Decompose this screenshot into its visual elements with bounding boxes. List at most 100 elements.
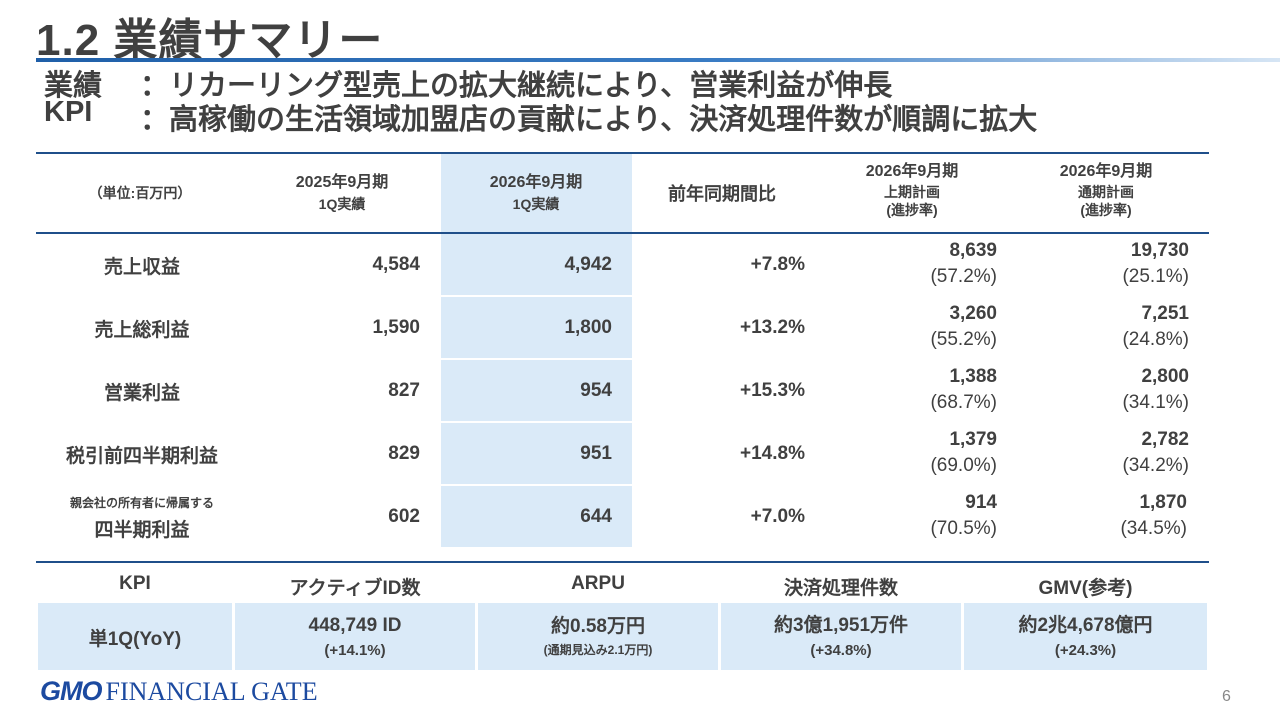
kpi-row-label: 単1Q(YoY) <box>88 629 182 650</box>
cell-h1-plan: 8,639 (57.2%) <box>860 238 997 290</box>
header-full-plan: 2026年9月期 通期計画 (進捗率) <box>1016 162 1196 219</box>
kpi-cell-active-ids: 448,749 ID (+14.1%) <box>235 613 475 663</box>
row-separator <box>441 484 632 486</box>
current-period-highlight <box>441 153 632 547</box>
page-title: 1.2 業績サマリー <box>36 16 384 65</box>
cell-fy2026: 644 <box>580 506 612 527</box>
header-fy2025: 2025年9月期 1Q実績 <box>252 171 432 214</box>
h1-plan-value: 8,639 <box>949 240 997 261</box>
kpi-cell-gmv: 約2兆4,678億円 (+24.3%) <box>964 613 1207 663</box>
h1-plan-progress: (55.2%) <box>930 329 997 350</box>
cell-yoy: +7.0% <box>750 506 805 527</box>
full-plan-progress: (25.1%) <box>1122 266 1189 287</box>
unit-label: （単位:百万円） <box>88 185 192 201</box>
full-plan-value: 1,870 <box>1139 492 1187 513</box>
subtitle-key-results: 業績 <box>44 70 103 102</box>
kpi-active-ids-value: 448,749 ID <box>308 615 402 636</box>
cell-fy2025: 602 <box>388 506 420 527</box>
subtitle-line-1: 業績 ：リカーリング型売上の拡大継続により、営業利益が伸長 <box>44 62 892 104</box>
cell-yoy: +14.8% <box>740 443 805 464</box>
cell-yoy: +7.8% <box>750 254 805 275</box>
cell-full-plan: 7,251 (24.8%) <box>1050 301 1189 353</box>
kpi-header-gmv: GMV(参考) <box>1038 578 1133 599</box>
kpi-cell-transactions: 約3億1,951万件 (+34.8%) <box>721 613 961 663</box>
full-plan-progress: (34.2%) <box>1122 455 1189 476</box>
header-h1-plan-progress: (進捗率) <box>886 201 938 218</box>
header-fy2026-type: 1Q実績 <box>512 196 560 213</box>
kpi-gmv-value: 約2兆4,678億円 <box>1018 615 1153 636</box>
row-label-operating-profit: 営業利益 <box>103 383 180 404</box>
row-separator <box>441 358 632 360</box>
kpi-transactions-value: 約3億1,951万件 <box>773 615 909 636</box>
cell-h1-plan: 1,388 (68.7%) <box>860 364 997 416</box>
logo-financial-gate: FINANCIAL GATE <box>105 677 318 706</box>
cell-yoy: +15.3% <box>740 380 805 401</box>
cell-h1-plan: 914 (70.5%) <box>860 490 997 542</box>
cell-h1-plan: 3,260 (55.2%) <box>860 301 997 353</box>
h1-plan-progress: (68.7%) <box>930 392 997 413</box>
header-h1-plan: 2026年9月期 上期計画 (進捗率) <box>822 162 1002 219</box>
table-bottom-rule <box>36 561 1209 563</box>
full-plan-progress: (24.8%) <box>1122 329 1189 350</box>
full-plan-progress: (34.1%) <box>1122 392 1189 413</box>
logo-gmo: GMO <box>40 676 102 706</box>
kpi-header-transactions: 決済処理件数 <box>783 578 898 599</box>
header-yoy: 前年同期間比 <box>668 184 776 204</box>
cell-fy2025: 1,590 <box>372 317 420 338</box>
kpi-transactions-yoy: (+34.8%) <box>810 642 872 659</box>
kpi-active-ids-yoy: (+14.1%) <box>324 642 386 659</box>
header-fy2025-type: 1Q実績 <box>318 196 366 213</box>
cell-fy2026: 951 <box>580 443 612 464</box>
company-logo: GMO FINANCIAL GATE <box>40 676 318 707</box>
page-number: 6 <box>1222 688 1231 705</box>
cell-full-plan: 2,782 (34.2%) <box>1050 427 1189 479</box>
cell-fy2025: 4,584 <box>372 254 420 275</box>
h1-plan-value: 914 <box>965 492 997 513</box>
title-underline <box>36 58 1280 62</box>
h1-plan-value: 1,388 <box>949 366 997 387</box>
subtitle-key-kpi: KPI <box>44 96 93 128</box>
table-header-rule <box>36 232 1209 234</box>
cell-fy2026: 1,800 <box>564 317 612 338</box>
kpi-arpu-value: 約0.58万円 <box>551 616 645 637</box>
header-fy2025-period: 2025年9月期 <box>295 174 389 191</box>
full-plan-value: 2,782 <box>1141 429 1189 450</box>
row-separator <box>441 295 632 297</box>
kpi-cell-arpu: 約0.58万円 (通期見込み2.1万円) <box>478 614 718 660</box>
header-fy2026: 2026年9月期 1Q実績 <box>446 171 626 214</box>
h1-plan-progress: (57.2%) <box>930 266 997 287</box>
row-label-attributable-prefix: 親会社の所有者に帰属する <box>69 496 214 510</box>
header-full-plan-period: 2026年9月期 <box>1059 163 1153 180</box>
h1-plan-value: 1,379 <box>949 429 997 450</box>
header-fy2026-period: 2026年9月期 <box>489 174 583 191</box>
cell-full-plan: 2,800 (34.1%) <box>1050 364 1189 416</box>
row-label-revenue: 売上収益 <box>103 257 180 278</box>
full-plan-value: 2,800 <box>1141 366 1189 387</box>
cell-h1-plan: 1,379 (69.0%) <box>860 427 997 479</box>
row-label-gross-profit: 売上総利益 <box>94 320 190 341</box>
cell-fy2025: 829 <box>388 443 420 464</box>
cell-fy2026: 954 <box>580 380 612 401</box>
row-separator <box>441 421 632 423</box>
kpi-column-separator <box>475 603 478 670</box>
subtitle-text-kpi: ：高稼働の生活領域加盟店の貢献により、決済処理件数が順調に拡大 <box>140 104 1038 136</box>
cell-fy2026: 4,942 <box>564 254 612 275</box>
kpi-header-active-ids: アクティブID数 <box>289 578 421 599</box>
header-h1-plan-type: 上期計画 <box>884 183 940 200</box>
h1-plan-progress: (70.5%) <box>930 518 997 539</box>
table-top-rule <box>36 152 1209 154</box>
kpi-column-separator <box>232 603 235 670</box>
row-label-quarterly-profit: 四半期利益 <box>94 520 190 541</box>
kpi-column-separator <box>718 603 721 670</box>
cell-full-plan: 1,870 (34.5%) <box>1050 490 1187 542</box>
cell-fy2025: 827 <box>388 380 420 401</box>
header-h1-plan-period: 2026年9月期 <box>865 163 959 180</box>
row-label-pretax-profit: 税引前四半期利益 <box>65 446 218 467</box>
h1-plan-value: 3,260 <box>949 303 997 324</box>
kpi-header-label: KPI <box>119 573 151 594</box>
kpi-arpu-forecast: (通期見込み2.1万円) <box>543 643 653 657</box>
full-plan-progress: (34.5%) <box>1120 518 1187 539</box>
cell-full-plan: 19,730 (25.1%) <box>1050 238 1189 290</box>
kpi-column-separator <box>961 603 964 670</box>
header-full-plan-type: 通期計画 <box>1078 183 1134 200</box>
